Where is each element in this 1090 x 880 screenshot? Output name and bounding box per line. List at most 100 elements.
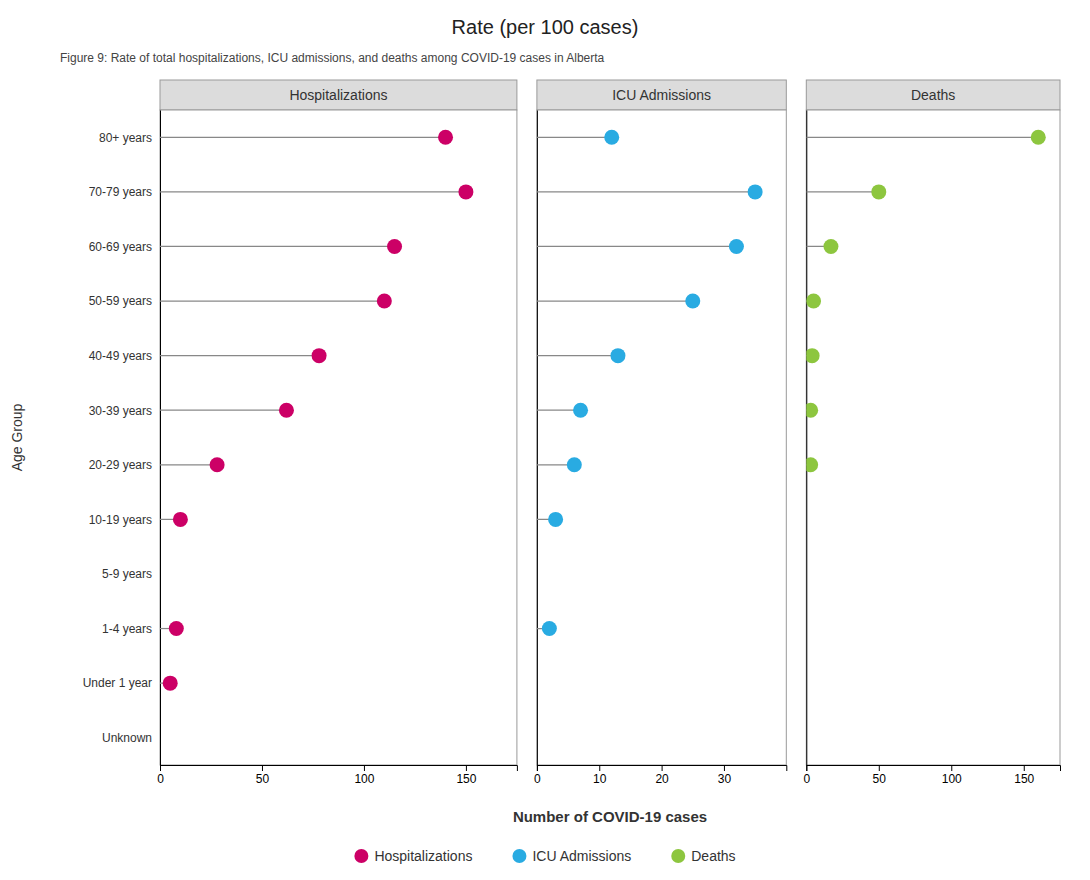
stem — [160, 246, 395, 247]
x-axis: 0 10 20 30 — [534, 765, 787, 786]
tick: 5-9 years — [102, 567, 160, 581]
tick-mark — [662, 765, 663, 771]
legend-label: Hospitalizations — [374, 848, 472, 864]
stem — [537, 191, 755, 192]
panel-title: Deaths — [911, 87, 955, 103]
marks — [806, 130, 1045, 473]
tick-mark — [364, 765, 365, 771]
dot — [458, 184, 473, 199]
tick: 60-69 years — [89, 240, 160, 254]
tick: 0 — [803, 765, 810, 786]
tick-label: 10-19 years — [89, 513, 152, 527]
tick: 70-79 years — [89, 185, 160, 199]
dot — [279, 403, 294, 418]
tick: 100 — [354, 765, 374, 786]
tick-mark — [879, 765, 880, 771]
tick: 0 — [534, 765, 541, 786]
dot — [748, 184, 763, 199]
tick-label: 50 — [873, 772, 887, 786]
tick-label: 150 — [1014, 772, 1034, 786]
marks — [160, 130, 473, 691]
stem — [160, 410, 286, 411]
tick-label: 0 — [157, 772, 164, 786]
tick-mark — [466, 765, 467, 771]
stem — [537, 355, 618, 356]
tick-label: 50 — [256, 772, 270, 786]
tick-label: 0 — [803, 772, 810, 786]
stem — [537, 246, 737, 247]
dot — [806, 403, 818, 418]
legend-label: Deaths — [691, 848, 735, 864]
dot — [685, 294, 700, 309]
legend-item: Hospitalizations — [354, 848, 472, 864]
tick-mark — [1024, 765, 1025, 771]
y-axis — [806, 111, 808, 766]
subtitle: Figure 9: Rate of total hospitalizations… — [60, 51, 605, 65]
tick-label: 60-69 years — [89, 240, 152, 254]
panel-header — [160, 80, 517, 110]
tick-label: 100 — [942, 772, 962, 786]
tick-label: 30-39 years — [89, 404, 152, 418]
tick: 50-59 years — [89, 294, 160, 308]
x-axis: 050100150 — [157, 765, 517, 786]
dot — [169, 621, 184, 636]
dot — [806, 457, 818, 472]
axis-domain — [160, 111, 161, 766]
stem — [160, 464, 217, 465]
axis-domain — [537, 111, 538, 766]
dot — [729, 239, 744, 254]
tick-mark — [262, 765, 263, 771]
tick: 20-29 years — [89, 458, 160, 472]
tick: 0 — [157, 765, 164, 786]
panel: Deaths 0 50 100 150 — [803, 80, 1060, 786]
stem — [537, 300, 693, 301]
dot — [377, 294, 392, 309]
tick-mark — [160, 765, 161, 771]
stem — [537, 137, 612, 138]
tick-label: 20-29 years — [89, 458, 152, 472]
tick-label: 80+ years — [99, 131, 152, 145]
tick: 30-39 years — [89, 404, 160, 418]
panel-title: ICU Admissions — [612, 87, 711, 103]
x-axis: 0 50 100 150 — [803, 765, 1060, 786]
marks — [537, 130, 763, 636]
tick: Under 1 year — [83, 676, 160, 690]
tick: 30 — [718, 765, 732, 786]
tick-label: 20 — [655, 772, 669, 786]
tick-label: 1-4 years — [102, 622, 152, 636]
tick-label: 0 — [534, 772, 541, 786]
tick-mark — [806, 765, 807, 771]
tick: 1-4 years — [102, 622, 160, 636]
tick-label: 5-9 years — [102, 567, 152, 581]
tick: 40-49 years — [89, 349, 160, 363]
stem — [160, 191, 466, 192]
dot — [871, 184, 886, 199]
tick: 10 — [593, 765, 607, 786]
tick-label: 10 — [593, 772, 607, 786]
tick-label: 30 — [718, 772, 732, 786]
tick: 100 — [942, 765, 962, 786]
dot — [210, 457, 225, 472]
dot — [823, 239, 838, 254]
y-axis: 80+ years 70-79 years 60-69 years 50-59 yea… — [83, 111, 161, 766]
tick-mark — [599, 765, 600, 771]
plot-frame — [160, 110, 517, 765]
y-axis — [536, 111, 538, 766]
tick: 10-19 years — [89, 513, 160, 527]
panel: Hospitalizations05010015080+ years70-79 … — [83, 80, 518, 786]
legend-swatch — [671, 849, 685, 863]
tick-label: 40-49 years — [89, 349, 152, 363]
tick: 20 — [655, 765, 669, 786]
stem — [160, 137, 446, 138]
tick-label: 50-59 years — [89, 294, 152, 308]
dot — [163, 676, 178, 691]
tick-mark — [537, 765, 538, 771]
panel-title: Hospitalizations — [289, 87, 387, 103]
y-axis-title: Age Group — [9, 403, 25, 471]
tick: Unknown — [102, 731, 160, 745]
dot — [610, 348, 625, 363]
legend-item: ICU Admissions — [512, 848, 631, 864]
dot — [806, 294, 821, 309]
dot — [438, 130, 453, 145]
legend-label: ICU Admissions — [532, 848, 631, 864]
